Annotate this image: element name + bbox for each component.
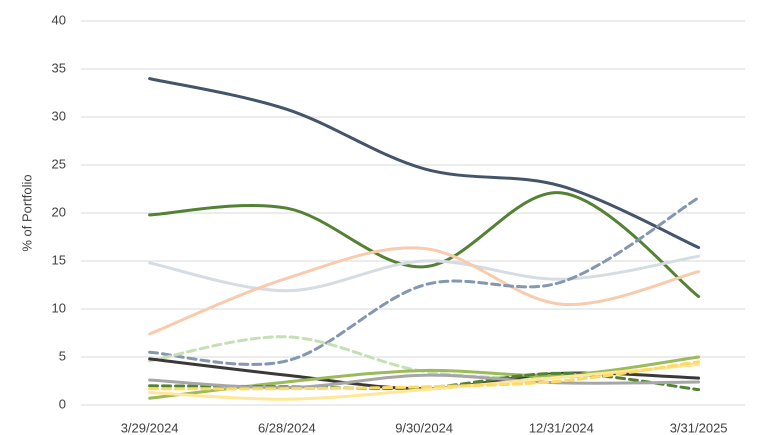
series-line <box>148 77 701 250</box>
y-tick-label: 30 <box>52 108 66 123</box>
x-tick-label: 3/31/2025 <box>670 420 728 435</box>
series-line <box>148 363 701 401</box>
x-tick-label: 12/31/2024 <box>529 420 594 435</box>
y-tick-label: 0 <box>59 396 66 411</box>
y-axis-label: % of Portfolio <box>19 174 34 251</box>
y-tick-label: 15 <box>52 252 66 267</box>
x-tick-label: 9/30/2024 <box>395 420 453 435</box>
series-line <box>148 196 701 366</box>
series-line <box>148 191 701 299</box>
y-tick-label: 20 <box>52 204 66 219</box>
y-tick-label: 25 <box>52 156 66 171</box>
y-tick-label: 40 <box>52 12 66 27</box>
y-tick-label: 10 <box>52 300 66 315</box>
series-line <box>148 254 701 293</box>
x-tick-label: 3/29/2024 <box>121 420 179 435</box>
series-line <box>148 373 701 390</box>
series-line <box>148 246 701 336</box>
x-tick-label: 6/28/2024 <box>258 420 316 435</box>
y-tick-label: 35 <box>52 60 66 75</box>
series-line <box>148 360 701 391</box>
y-tick-label: 5 <box>59 348 66 363</box>
